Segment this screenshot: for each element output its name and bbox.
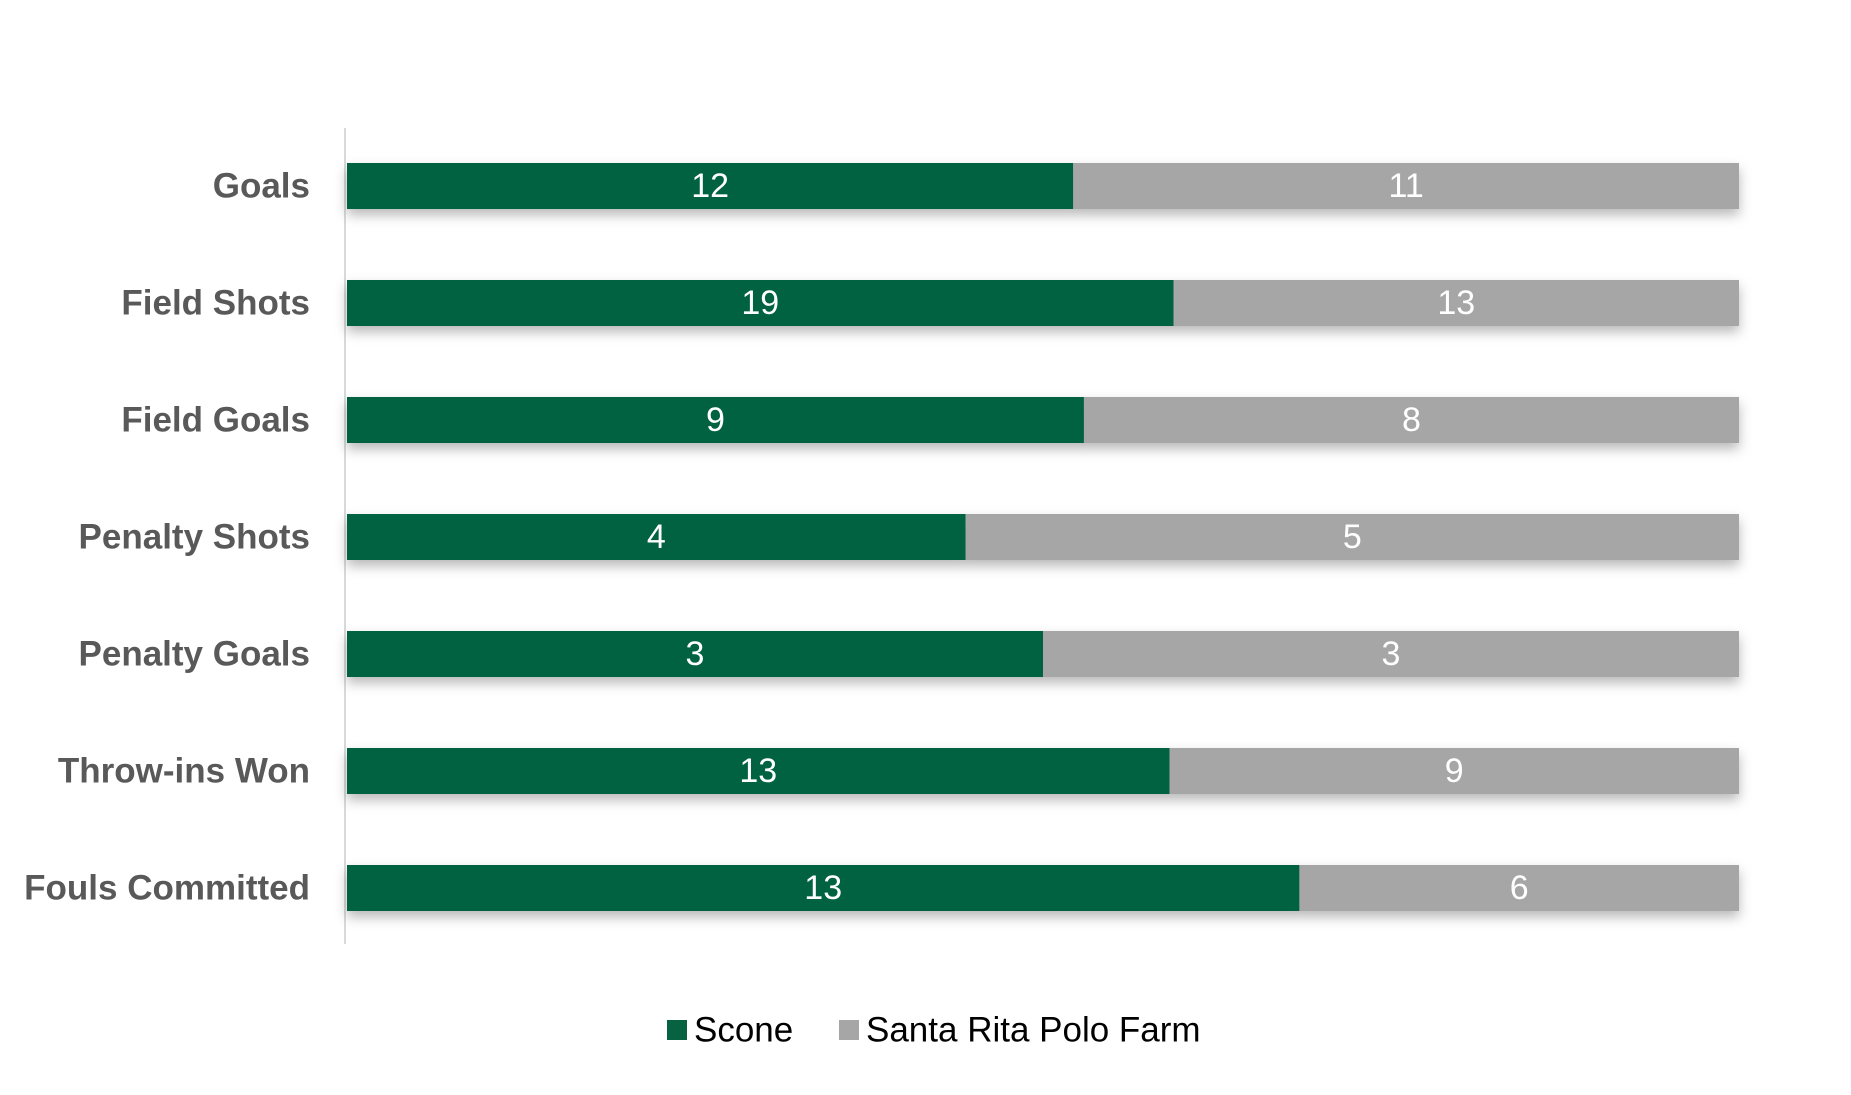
data-label-scone-throw-ins-won: 13 [739,752,777,790]
legend-item-scone: Scone [667,1011,793,1050]
bar-scone-field-goals [347,397,1084,443]
bar-group-field-goals [347,397,1739,443]
bar-group-penalty-shots [347,514,1739,560]
bar-santa-rita-polo-farm-goals [1073,163,1739,209]
bar-santa-rita-polo-farm-throw-ins-won [1169,748,1739,794]
data-label-scone-field-goals: 9 [706,401,725,439]
legend-label-scone: Scone [694,1011,793,1050]
category-label-goals: Goals [213,167,310,206]
category-label-penalty-shots: Penalty Shots [79,518,310,557]
category-label-fouls-committed: Fouls Committed [24,869,310,908]
data-label-scone-field-shots: 19 [741,284,779,322]
legend-swatch-santa-rita-polo-farm [839,1020,859,1040]
bar-group-throw-ins-won [347,748,1739,794]
data-label-scone-penalty-goals: 3 [686,635,705,673]
data-label-santa-rita-polo-farm-goals: 11 [1388,167,1423,205]
data-label-santa-rita-polo-farm-field-goals: 8 [1402,401,1421,439]
data-label-santa-rita-polo-farm-throw-ins-won: 9 [1445,752,1464,790]
data-label-santa-rita-polo-farm-penalty-shots: 5 [1343,518,1362,556]
bar-santa-rita-polo-farm-penalty-shots [965,514,1739,560]
bar-scone-penalty-shots [347,514,966,560]
bar-group-penalty-goals [347,631,1739,677]
legend-label-santa-rita-polo-farm: Santa Rita Polo Farm [866,1011,1201,1050]
bar-santa-rita-polo-farm-penalty-goals [1043,631,1739,677]
bar-santa-rita-polo-farm-field-shots [1173,280,1739,326]
legend-item-santa-rita-polo-farm: Santa Rita Polo Farm [839,1011,1201,1050]
data-label-scone-fouls-committed: 13 [804,869,842,907]
data-label-santa-rita-polo-farm-fouls-committed: 6 [1510,869,1529,907]
bar-scone-fouls-committed [347,865,1300,911]
bar-scone-goals [347,163,1074,209]
category-label-field-goals: Field Goals [121,401,310,440]
bar-santa-rita-polo-farm-fouls-committed [1299,865,1739,911]
legend-swatch-scone [667,1020,687,1040]
bar-group-field-shots [347,280,1739,326]
bar-scone-penalty-goals [347,631,1043,677]
bar-scone-field-shots [347,280,1174,326]
bar-scone-throw-ins-won [347,748,1170,794]
data-label-santa-rita-polo-farm-field-shots: 13 [1437,284,1475,322]
bars-layer: 12 11 19 13 9 8 4 5 3 3 13 9 13 6 [347,163,1739,911]
bar-group-fouls-committed [347,865,1739,911]
category-labels-layer: Goals Field Shots Field Goals Penalty Shots… [24,167,310,908]
bar-santa-rita-polo-farm-field-goals [1083,397,1739,443]
category-label-throw-ins-won: Throw-ins Won [58,752,310,791]
data-label-scone-goals: 12 [691,167,729,205]
legend: Scone Santa Rita Polo Farm [667,1011,1201,1050]
data-label-scone-penalty-shots: 4 [647,518,666,556]
bar-group-goals [347,163,1739,209]
category-label-penalty-goals: Penalty Goals [79,635,310,674]
category-label-field-shots: Field Shots [121,284,310,323]
data-label-santa-rita-polo-farm-penalty-goals: 3 [1382,635,1401,673]
